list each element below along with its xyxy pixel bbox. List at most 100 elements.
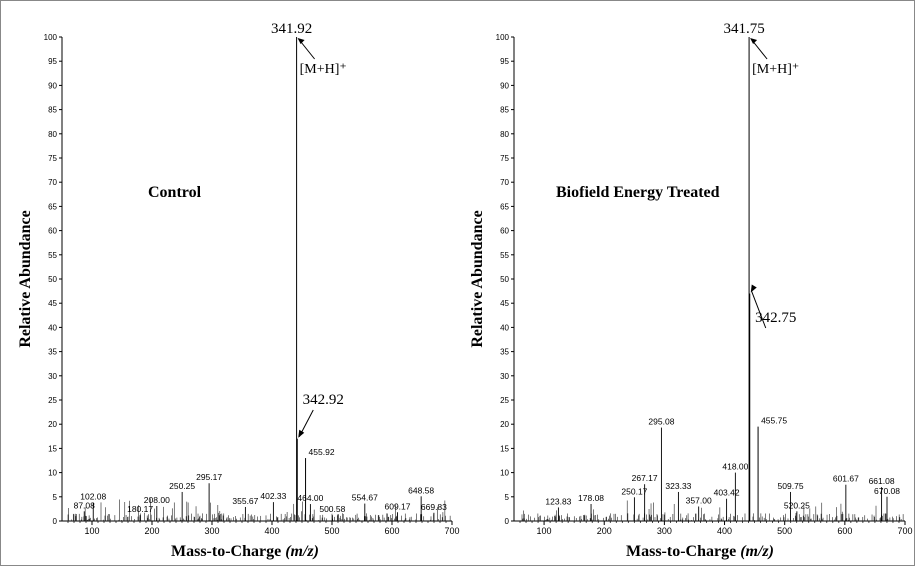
x-tick-label: 600 bbox=[384, 526, 399, 536]
peak-label: 102.08 bbox=[80, 492, 106, 502]
peak-label: 357.00 bbox=[686, 495, 712, 505]
peak-label: 123.83 bbox=[545, 496, 571, 506]
y-tick-label: 100 bbox=[496, 33, 510, 42]
y-tick-label: 70 bbox=[500, 178, 509, 187]
isotope-peak-label: 342.92 bbox=[303, 392, 344, 408]
x-axis-label: Mass-to-Charge (m/z) bbox=[626, 543, 774, 560]
y-tick-label: 95 bbox=[500, 57, 509, 66]
x-axis-label-main: Mass-to-Charge bbox=[171, 543, 285, 560]
arrow-line bbox=[751, 291, 767, 329]
ion-label: [M+H]⁺ bbox=[300, 62, 347, 77]
peak-label: 661.08 bbox=[869, 476, 895, 486]
x-axis-label-main: Mass-to-Charge bbox=[626, 543, 740, 560]
y-tick-label: 95 bbox=[48, 57, 57, 66]
y-axis-label: Relative Abundance bbox=[469, 210, 486, 347]
peak-label: 601.67 bbox=[833, 474, 859, 484]
y-tick-label: 30 bbox=[48, 372, 57, 381]
x-tick-label: 600 bbox=[837, 526, 852, 536]
peak-label: 250.17 bbox=[621, 486, 647, 496]
peak-label: 180.17 bbox=[127, 504, 153, 514]
y-tick-label: 30 bbox=[500, 372, 509, 381]
y-tick-label: 65 bbox=[500, 202, 509, 211]
peak-label: 455.75 bbox=[761, 416, 787, 426]
y-tick-label: 90 bbox=[48, 81, 57, 90]
y-tick-label: 10 bbox=[48, 469, 57, 478]
y-tick-label: 15 bbox=[500, 444, 509, 453]
peak-label: 403.42 bbox=[714, 488, 740, 498]
arrow-head bbox=[298, 429, 305, 438]
panel-title: Control bbox=[148, 184, 202, 201]
peak-label: 648.58 bbox=[408, 485, 434, 495]
y-tick-label: 50 bbox=[500, 275, 509, 284]
y-tick-label: 60 bbox=[500, 227, 509, 236]
x-tick-label: 500 bbox=[777, 526, 792, 536]
peak-label: 402.33 bbox=[260, 491, 286, 501]
peak-label: 295.17 bbox=[196, 472, 222, 482]
y-tick-label: 100 bbox=[44, 33, 58, 42]
x-tick-label: 200 bbox=[144, 526, 159, 536]
peak-label: 87.08 bbox=[74, 500, 96, 510]
y-tick-label: 40 bbox=[500, 323, 509, 332]
y-tick-label: 75 bbox=[500, 154, 509, 163]
peak-label: 464.00 bbox=[297, 493, 323, 503]
isotope-peak-label: 342.75 bbox=[755, 310, 796, 326]
y-tick-label: 55 bbox=[48, 251, 57, 260]
peak-label: 669.83 bbox=[421, 502, 447, 512]
peak-label: 355.67 bbox=[232, 496, 258, 506]
x-axis-label-unit: (m/z) bbox=[740, 543, 774, 560]
y-tick-label: 75 bbox=[48, 154, 57, 163]
y-tick-label: 20 bbox=[48, 420, 57, 429]
y-tick-label: 90 bbox=[500, 81, 509, 90]
y-tick-label: 20 bbox=[500, 420, 509, 429]
peak-label: 509.75 bbox=[778, 481, 804, 491]
y-tick-label: 85 bbox=[500, 106, 509, 115]
y-tick-label: 0 bbox=[53, 517, 58, 526]
x-axis-label-unit: (m/z) bbox=[285, 543, 319, 560]
y-tick-label: 0 bbox=[505, 517, 510, 526]
y-tick-label: 85 bbox=[48, 106, 57, 115]
y-tick-label: 80 bbox=[500, 130, 509, 139]
y-tick-label: 50 bbox=[48, 275, 57, 284]
x-tick-label: 400 bbox=[717, 526, 732, 536]
x-tick-label: 100 bbox=[537, 526, 552, 536]
chart-panel-1: 0 5 10 15 20 25 30 35 40 45 50 55 60 65 70 75 80 85 90 95 10… bbox=[17, 21, 460, 560]
base-peak-label: 341.92 bbox=[271, 21, 312, 37]
arrow-head bbox=[750, 284, 757, 293]
x-tick-label: 300 bbox=[204, 526, 219, 536]
y-tick-label: 25 bbox=[48, 396, 57, 405]
peak-label: 500.58 bbox=[319, 504, 345, 514]
y-tick-label: 65 bbox=[48, 202, 57, 211]
y-tick-label: 40 bbox=[48, 323, 57, 332]
peak-label: 295.08 bbox=[648, 417, 674, 427]
x-tick-label: 400 bbox=[264, 526, 279, 536]
y-tick-label: 60 bbox=[48, 227, 57, 236]
y-tick-label: 80 bbox=[48, 130, 57, 139]
y-tick-label: 25 bbox=[500, 396, 509, 405]
ion-label: [M+H]⁺ bbox=[752, 62, 799, 77]
y-tick-label: 45 bbox=[48, 299, 57, 308]
peak-label: 178.08 bbox=[578, 493, 604, 503]
y-tick-label: 10 bbox=[500, 469, 509, 478]
x-tick-label: 100 bbox=[84, 526, 99, 536]
x-tick-label: 700 bbox=[444, 526, 459, 536]
y-tick-label: 5 bbox=[505, 493, 510, 502]
y-tick-label: 55 bbox=[500, 251, 509, 260]
peak-label: 418.00 bbox=[722, 462, 748, 472]
y-tick-label: 5 bbox=[53, 493, 58, 502]
peak-label: 554.67 bbox=[352, 493, 378, 503]
arrow-head bbox=[297, 38, 305, 44]
x-axis-label: Mass-to-Charge (m/z) bbox=[171, 543, 319, 560]
y-tick-label: 35 bbox=[48, 348, 57, 357]
base-peak-label: 341.75 bbox=[723, 21, 764, 37]
chart-panel-2: 0 5 10 15 20 25 30 35 40 45 50 55 60 65 70 75 80 85 90 95 10… bbox=[469, 21, 913, 560]
x-tick-label: 500 bbox=[324, 526, 339, 536]
peak-label: 323.33 bbox=[665, 481, 691, 491]
peak-label: 455.92 bbox=[309, 447, 335, 457]
panel-title: Biofield Energy Treated bbox=[556, 184, 720, 201]
peak-label: 208.00 bbox=[144, 495, 170, 505]
y-tick-label: 45 bbox=[500, 299, 509, 308]
peak-label: 267.17 bbox=[632, 473, 658, 483]
y-tick-label: 70 bbox=[48, 178, 57, 187]
y-tick-label: 35 bbox=[500, 348, 509, 357]
